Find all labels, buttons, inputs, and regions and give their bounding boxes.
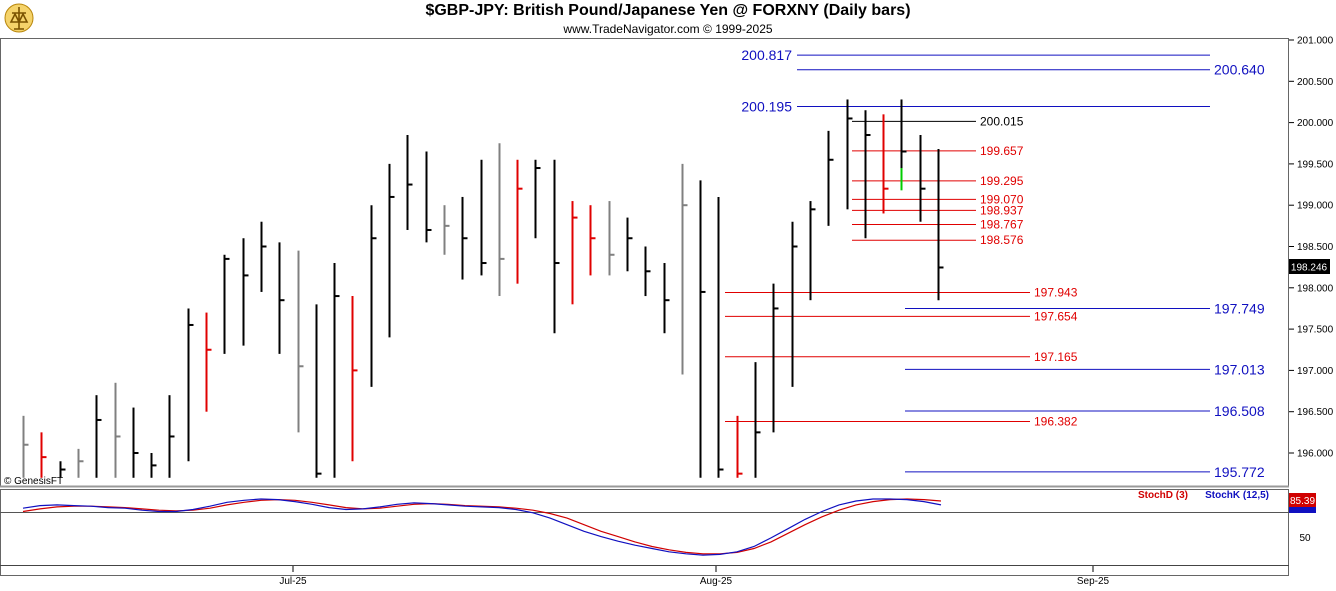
trade-navigator-logo (4, 2, 34, 39)
time-tick-label: Sep-25 (1077, 576, 1110, 587)
support-resistance-levels: 200.817 200.640 200.195 197.749 197.013 196.5… (725, 47, 1265, 480)
red-level-label: 197.943 (1034, 286, 1078, 300)
stoch-k-line (22, 498, 942, 556)
title-bar: $GBP-JPY: British Pound/Japanese Yen @ F… (0, 0, 1336, 38)
price-tick-label: 198.000 (1297, 283, 1334, 294)
stoch-d-value-box (1289, 493, 1316, 507)
blue-level-label: 195.772 (1214, 464, 1265, 480)
price-axis (1289, 38, 1336, 576)
chart-title: $GBP-JPY: British Pound/Japanese Yen @ F… (425, 2, 911, 19)
price-tick-label: 200.500 (1297, 77, 1334, 88)
stoch-value-label: 85.39 (1290, 496, 1315, 507)
price-tick-label: 200.000 (1297, 118, 1334, 129)
price-tick-label: 196.000 (1297, 449, 1334, 460)
ohlc-bars (22, 99, 944, 478)
price-axis-ticks: 201.000 200.500 200.000 199.500 199.000 198.5… (1289, 36, 1334, 460)
current-price-box (1289, 259, 1330, 274)
chart-subtitle: www.TradeNavigator.com © 1999-2025 (563, 22, 773, 36)
stochastic-pane (0, 489, 1289, 576)
blue-level-label: 197.013 (1214, 361, 1265, 377)
red-level-label: 196.382 (1034, 414, 1078, 428)
blue-level-label: 197.749 (1214, 301, 1265, 317)
current-price-label: 198.246 (1291, 263, 1328, 274)
price-tick-label: 199.000 (1297, 201, 1334, 212)
price-tick-label: 197.500 (1297, 325, 1334, 336)
red-level-label: 198.576 (980, 233, 1024, 247)
stoch-tick-label: 50 (1299, 533, 1311, 544)
red-level-label: 199.295 (980, 174, 1024, 188)
blue-level-label: 200.640 (1214, 62, 1265, 78)
red-level-label: 197.654 (1034, 309, 1078, 323)
red-level-label: 198.767 (980, 217, 1024, 231)
price-tick-label: 199.500 (1297, 159, 1334, 170)
price-tick-label: 201.000 (1297, 36, 1334, 47)
red-level-label: 198.937 (980, 203, 1024, 217)
time-axis-labels: Jul-25 Aug-25 Sep-25 (279, 566, 1110, 587)
blue-level-label: 200.817 (741, 47, 792, 63)
price-tick-label: 196.500 (1297, 407, 1334, 418)
red-level-label: 199.657 (980, 144, 1024, 158)
stoch-d-legend: StochD (3) (1138, 490, 1188, 501)
price-tick-label: 198.500 (1297, 242, 1334, 253)
copyright-label: © GenesisFT (4, 476, 63, 487)
black-level-label: 200.015 (980, 114, 1024, 128)
stoch-k-legend: StochK (12,5) (1205, 490, 1269, 501)
time-tick-label: Aug-25 (700, 576, 733, 587)
red-level-label: 199.070 (980, 192, 1024, 206)
price-tick-label: 197.000 (1297, 366, 1334, 377)
blue-level-label: 200.195 (741, 98, 792, 114)
red-level-label: 197.165 (1034, 350, 1078, 364)
stochastic-lines (22, 498, 942, 556)
time-tick-label: Jul-25 (279, 576, 307, 587)
blue-level-label: 196.508 (1214, 403, 1265, 419)
